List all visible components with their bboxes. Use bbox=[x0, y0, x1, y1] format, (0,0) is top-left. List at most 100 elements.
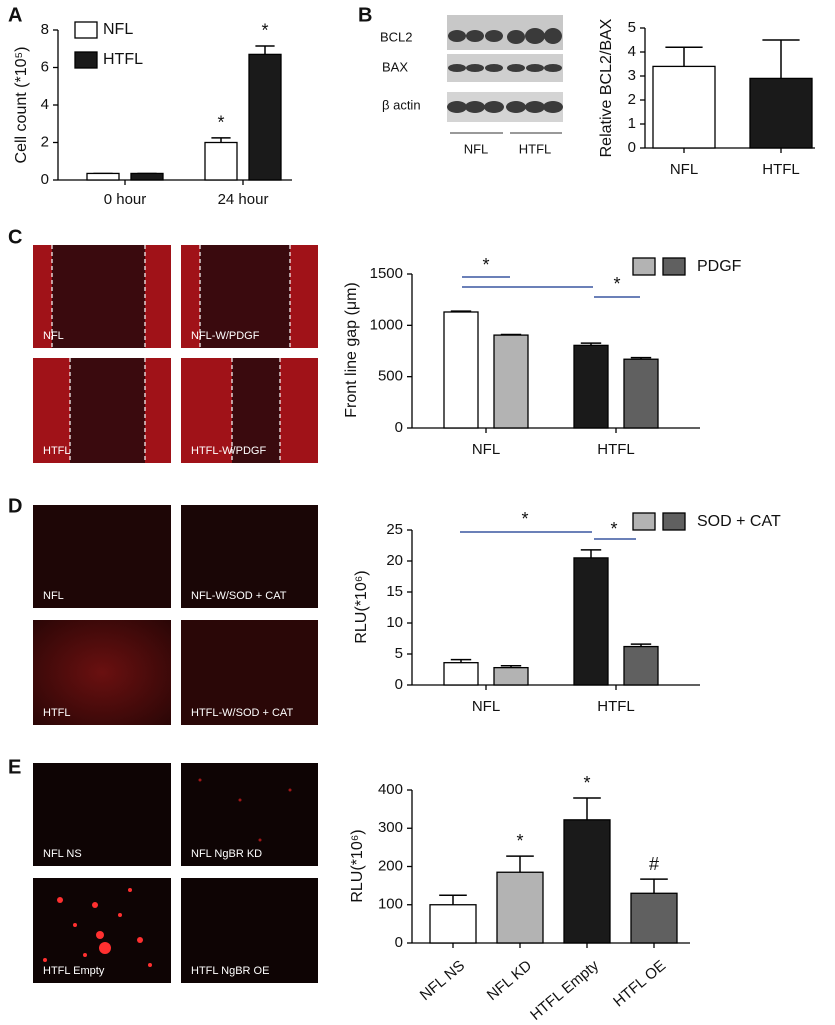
y-tick-label: 4 bbox=[41, 96, 49, 113]
image-bg bbox=[181, 505, 318, 608]
y-tick-label: 300 bbox=[378, 819, 403, 836]
significance-mark: * bbox=[610, 519, 617, 539]
image-bg bbox=[33, 620, 171, 725]
panel-label: D bbox=[8, 495, 22, 517]
fluorescent-spot bbox=[99, 942, 111, 954]
image-bg bbox=[181, 878, 318, 983]
legend-label: NFL bbox=[103, 21, 133, 38]
x-tick-label: HTFL bbox=[597, 698, 635, 715]
band-label: BCL2 bbox=[380, 29, 413, 44]
fluorescent-spot bbox=[238, 798, 242, 802]
bar bbox=[573, 344, 609, 429]
legend-swatch bbox=[74, 21, 98, 39]
bar bbox=[130, 172, 164, 181]
image-label: NFL bbox=[43, 590, 64, 602]
group-label: HTFL bbox=[519, 141, 552, 156]
cell-sheet bbox=[181, 245, 200, 348]
x-tick-label: NFL NS bbox=[417, 957, 468, 1004]
y-tick-label: 3 bbox=[628, 67, 636, 84]
y-tick-label: 4 bbox=[628, 43, 636, 60]
bar bbox=[86, 172, 120, 181]
x-tick-label: HTFL OE bbox=[610, 957, 669, 1010]
image-label: HTFL-W/PDGF bbox=[191, 445, 266, 457]
y-axis-label: RLU(*10⁶) bbox=[349, 829, 366, 902]
cell-sheet bbox=[145, 245, 171, 348]
legend-swatch bbox=[662, 257, 686, 276]
legend-swatch bbox=[632, 257, 656, 276]
significance-mark: * bbox=[613, 274, 620, 294]
x-tick-label: NFL bbox=[472, 441, 500, 458]
image-bg bbox=[33, 763, 171, 866]
bar bbox=[429, 904, 477, 944]
bar bbox=[496, 871, 544, 944]
y-axis-label: Relative BCL2/BAX bbox=[598, 18, 615, 157]
bar bbox=[563, 819, 611, 944]
cell-sheet bbox=[280, 358, 318, 463]
image-label: NFL NgBR KD bbox=[191, 848, 262, 860]
significance-mark: * bbox=[583, 773, 590, 793]
y-tick-label: 1 bbox=[628, 115, 636, 132]
cell-sheet bbox=[145, 358, 171, 463]
significance-mark: # bbox=[649, 854, 659, 874]
cell-sheet bbox=[181, 358, 232, 463]
blot-bands bbox=[447, 28, 563, 113]
x-tick-label: HTFL bbox=[762, 161, 800, 178]
image-label: NFL-W/SOD + CAT bbox=[191, 590, 287, 602]
y-tick-label: 0 bbox=[395, 934, 403, 951]
micrograph: NFL NgBR KD bbox=[181, 763, 318, 866]
image-label: HTFL bbox=[43, 707, 71, 719]
image-label: NFL-W/PDGF bbox=[191, 330, 260, 342]
image-label: HTFL Empty bbox=[43, 965, 105, 977]
bar bbox=[623, 358, 659, 429]
x-tick-label: 0 hour bbox=[104, 191, 147, 208]
cell-sheet bbox=[33, 358, 70, 463]
bar bbox=[652, 65, 716, 149]
fluorescent-spot bbox=[137, 937, 143, 943]
significance-mark: * bbox=[261, 21, 268, 41]
legend-swatch bbox=[662, 512, 686, 531]
y-tick-label: 2 bbox=[41, 133, 49, 150]
bar bbox=[623, 645, 659, 686]
y-tick-label: 400 bbox=[378, 781, 403, 798]
y-tick-label: 0 bbox=[395, 676, 403, 693]
y-tick-label: 5 bbox=[395, 645, 403, 662]
y-tick-label: 5 bbox=[628, 19, 636, 36]
x-tick-label: 24 hour bbox=[218, 191, 269, 208]
y-tick-label: 0 bbox=[41, 171, 49, 188]
western-blot: BCL2 BAX β actin NFL HTFL bbox=[380, 15, 563, 156]
micrograph: HTFL NgBR OE bbox=[181, 878, 318, 983]
micrograph: NFL-W/SOD + CAT bbox=[181, 505, 318, 608]
y-tick-label: 6 bbox=[41, 58, 49, 75]
fluorescent-spot bbox=[96, 931, 104, 939]
bar bbox=[573, 557, 609, 686]
micrograph: HTFL bbox=[33, 358, 171, 463]
legend-label: PDGF bbox=[697, 258, 742, 275]
bar bbox=[204, 141, 238, 181]
micrograph: NFL bbox=[33, 505, 171, 608]
x-tick-label: HTFL bbox=[597, 441, 635, 458]
x-tick-label: NFL bbox=[472, 698, 500, 715]
micrograph: NFL bbox=[33, 245, 171, 348]
legend-label: SOD + CAT bbox=[697, 513, 781, 530]
significance-mark: * bbox=[516, 831, 523, 851]
legend-label: HTFL bbox=[103, 51, 143, 68]
cell-sheet bbox=[33, 245, 52, 348]
panel-label: C bbox=[8, 226, 22, 248]
legend-swatch bbox=[632, 512, 656, 531]
fluorescent-spot bbox=[148, 963, 152, 967]
bar bbox=[749, 77, 813, 149]
fluorescent-spot bbox=[128, 888, 132, 892]
panel-label: B bbox=[358, 4, 372, 26]
micrograph: HTFL-W/PDGF bbox=[181, 358, 318, 463]
bar bbox=[443, 311, 479, 429]
micrograph: HTFL bbox=[33, 620, 171, 725]
image-bg bbox=[181, 620, 318, 725]
image-label: HTFL bbox=[43, 445, 71, 457]
image-label: HTFL-W/SOD + CAT bbox=[191, 707, 293, 719]
fluorescent-spot bbox=[73, 923, 77, 927]
band-label: BAX bbox=[382, 59, 408, 74]
y-tick-label: 10 bbox=[386, 614, 403, 631]
fluorescent-spot bbox=[57, 897, 63, 903]
